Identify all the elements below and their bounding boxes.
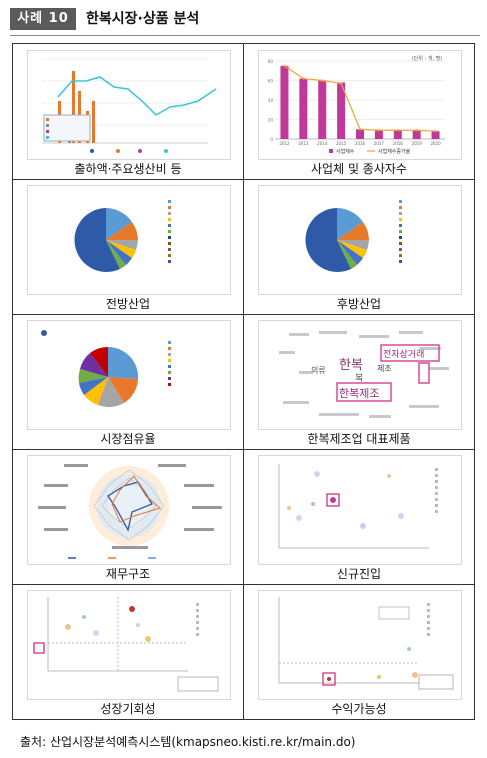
bar [299, 78, 308, 139]
market-share-pie-thumbnail[interactable] [27, 320, 231, 430]
bar [431, 131, 440, 139]
radar-chart-thumbnail[interactable] [27, 455, 231, 565]
bar [393, 130, 402, 139]
grid-row-divider [13, 449, 474, 450]
y-tick-label: 60 [268, 79, 274, 84]
x-tick-label: 2012 [279, 141, 290, 146]
panel-backward-industry: 후방산업 [244, 179, 474, 314]
header: 사례 10 한복시장·상품 분석 [10, 8, 480, 36]
panel-label: 성장기회성 [100, 702, 156, 716]
panel-label: 신규진입 [336, 567, 382, 581]
panel-label: 수익가능성 [331, 702, 387, 716]
y-tick-label: 0 [270, 137, 273, 142]
panel-shipment: 출하액·주요생산비 등 [13, 44, 243, 179]
word-ecommerce: 전자상거래 [383, 349, 424, 360]
bar [412, 130, 421, 139]
establishments-chart-thumbnail[interactable]: (단위 : 개, 명) 0 20 40 60 80 2012 2013 2014 2015 20… [258, 50, 462, 160]
bar [280, 65, 289, 139]
x-tick-label: 2018 [393, 141, 404, 146]
bar-series [280, 64, 440, 139]
y-tick-label: 80 [268, 59, 274, 64]
new-entry-scatter-thumbnail[interactable] [258, 455, 462, 565]
legend-swatch-establishments [329, 149, 333, 153]
bar [356, 129, 364, 139]
y-tick-label: 40 [268, 98, 274, 103]
panel-label: 시장점유율 [100, 432, 156, 446]
bar-x-ticks: 2012 2013 2014 2015 2016 2017 2018 2019 2020 [279, 141, 441, 146]
legend-establishments: 사업체수 [336, 148, 355, 155]
x-tick-label: 2019 [412, 141, 423, 146]
word-hanbok: 한복 [339, 358, 363, 373]
panel-label: 출하액·주요생산비 등 [74, 162, 182, 176]
y-tick-label: 20 [268, 118, 274, 123]
unit-label: (단위 : 개, 명) [412, 55, 442, 62]
backward-industry-pie-thumbnail[interactable] [258, 185, 462, 295]
x-tick-label: 2014 [317, 141, 328, 146]
word-jejo: 제조 [377, 364, 392, 373]
grid-vertical-divider [243, 44, 244, 719]
word-bok: 복 [355, 373, 363, 384]
panel-label: 재무구조 [105, 567, 151, 581]
x-tick-label: 2013 [298, 141, 309, 146]
bar [337, 82, 346, 139]
panel-financial-structure: 재무구조 [13, 449, 243, 584]
panel-label: 전방산업 [105, 297, 151, 311]
grid-row-divider [13, 179, 474, 180]
panel-establishments: (단위 : 개, 명) 0 20 40 60 80 2012 2013 2014 2015 20… [244, 44, 474, 179]
growth-bubble-thumbnail[interactable] [27, 590, 231, 700]
x-tick-label: 2015 [336, 141, 347, 146]
panel-grid: 출하액·주요생산비 등 (단위 : 개, 명) 0 20 40 60 80 2012 20… [12, 43, 475, 720]
panel-market-share: 시장점유율 [13, 314, 243, 449]
panel-growth-opportunity: 성장기회성 [13, 584, 243, 719]
panel-new-entry: 신규진입 [244, 449, 474, 584]
case-badge: 사례 10 [10, 8, 76, 30]
legend-rate: 사업체수증가율 [378, 148, 411, 155]
rate-line [284, 65, 436, 132]
x-tick-label: 2017 [374, 141, 385, 146]
word-hanbok-jejo: 한복제조 [339, 387, 379, 400]
grid-row-divider [13, 584, 474, 585]
panel-forward-industry: 전방산업 [13, 179, 243, 314]
word-cloud-thumbnail[interactable]: 의류 한복 복 제조 전자상거래 한복제조 [258, 320, 462, 430]
word-uiryu: 의류 [311, 365, 326, 375]
shipment-chart-thumbnail[interactable] [27, 50, 231, 160]
x-tick-label: 2020 [430, 141, 441, 146]
panel-profitability: 수익가능성 [244, 584, 474, 719]
panel-label: 한복제조업 대표제품 [307, 432, 411, 446]
x-tick-label: 2016 [355, 141, 366, 146]
bar [318, 80, 327, 139]
panel-representative-products: 의류 한복 복 제조 전자상거래 한복제조 한복제조업 대표제품 [244, 314, 474, 449]
profitability-bubble-thumbnail[interactable] [258, 590, 462, 700]
panel-label: 사업체 및 종사자수 [311, 162, 407, 176]
page-title: 한복시장·상품 분석 [86, 11, 200, 27]
source-note: 출처: 산업시장분석예측시스템(kmapsneo.kisti.re.kr/mai… [20, 735, 356, 749]
bar [374, 130, 383, 139]
panel-label: 후방산업 [336, 297, 382, 311]
grid-row-divider [13, 314, 474, 315]
header-underline [10, 35, 480, 36]
forward-industry-pie-thumbnail[interactable] [27, 185, 231, 295]
